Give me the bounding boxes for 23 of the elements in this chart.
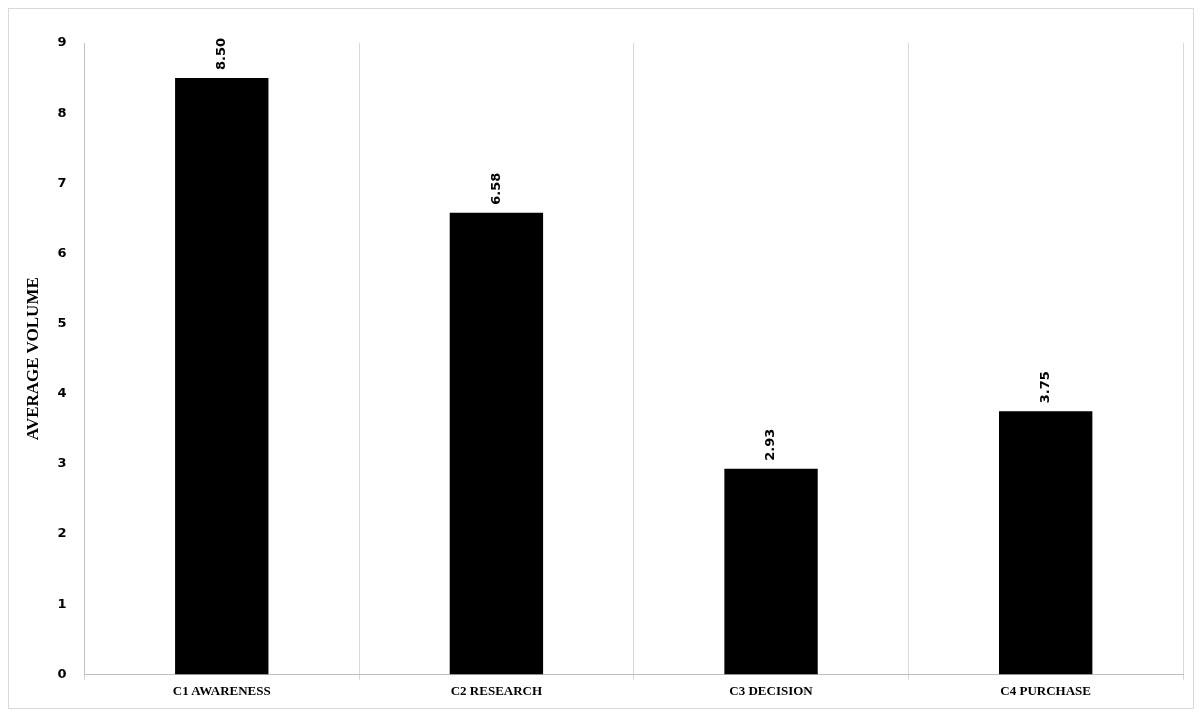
x-tick-label: C4 PURCHASE: [1000, 682, 1092, 698]
bar: [449, 212, 544, 675]
y-tick-label: 9: [57, 34, 67, 50]
bar: [998, 411, 1093, 675]
y-tick-label: 2: [57, 525, 67, 541]
bar: [175, 78, 269, 675]
y-tick-label: 6: [57, 244, 67, 260]
data-label: 6.58: [487, 172, 503, 205]
y-axis-title: AVERAGE VOLUME: [22, 277, 42, 441]
y-tick-label: 0: [57, 665, 67, 681]
y-tick-label: 7: [57, 174, 67, 190]
y-tick-label: 3: [57, 455, 67, 471]
data-label: 2.93: [762, 428, 778, 461]
y-tick-label: 5: [57, 315, 67, 330]
y-tick-label: 1: [57, 595, 67, 611]
y-tick-label: 8: [57, 104, 67, 120]
x-tick-label: C1 AWARENESS: [172, 682, 271, 698]
bar: [724, 468, 818, 675]
data-label: 8.50: [213, 38, 229, 71]
x-tick-label: C2 RESEARCH: [450, 682, 543, 698]
data-label: 3.75: [1037, 371, 1053, 404]
x-tick-label: C3 DECISION: [729, 682, 814, 698]
y-tick-label: 4: [57, 385, 67, 401]
